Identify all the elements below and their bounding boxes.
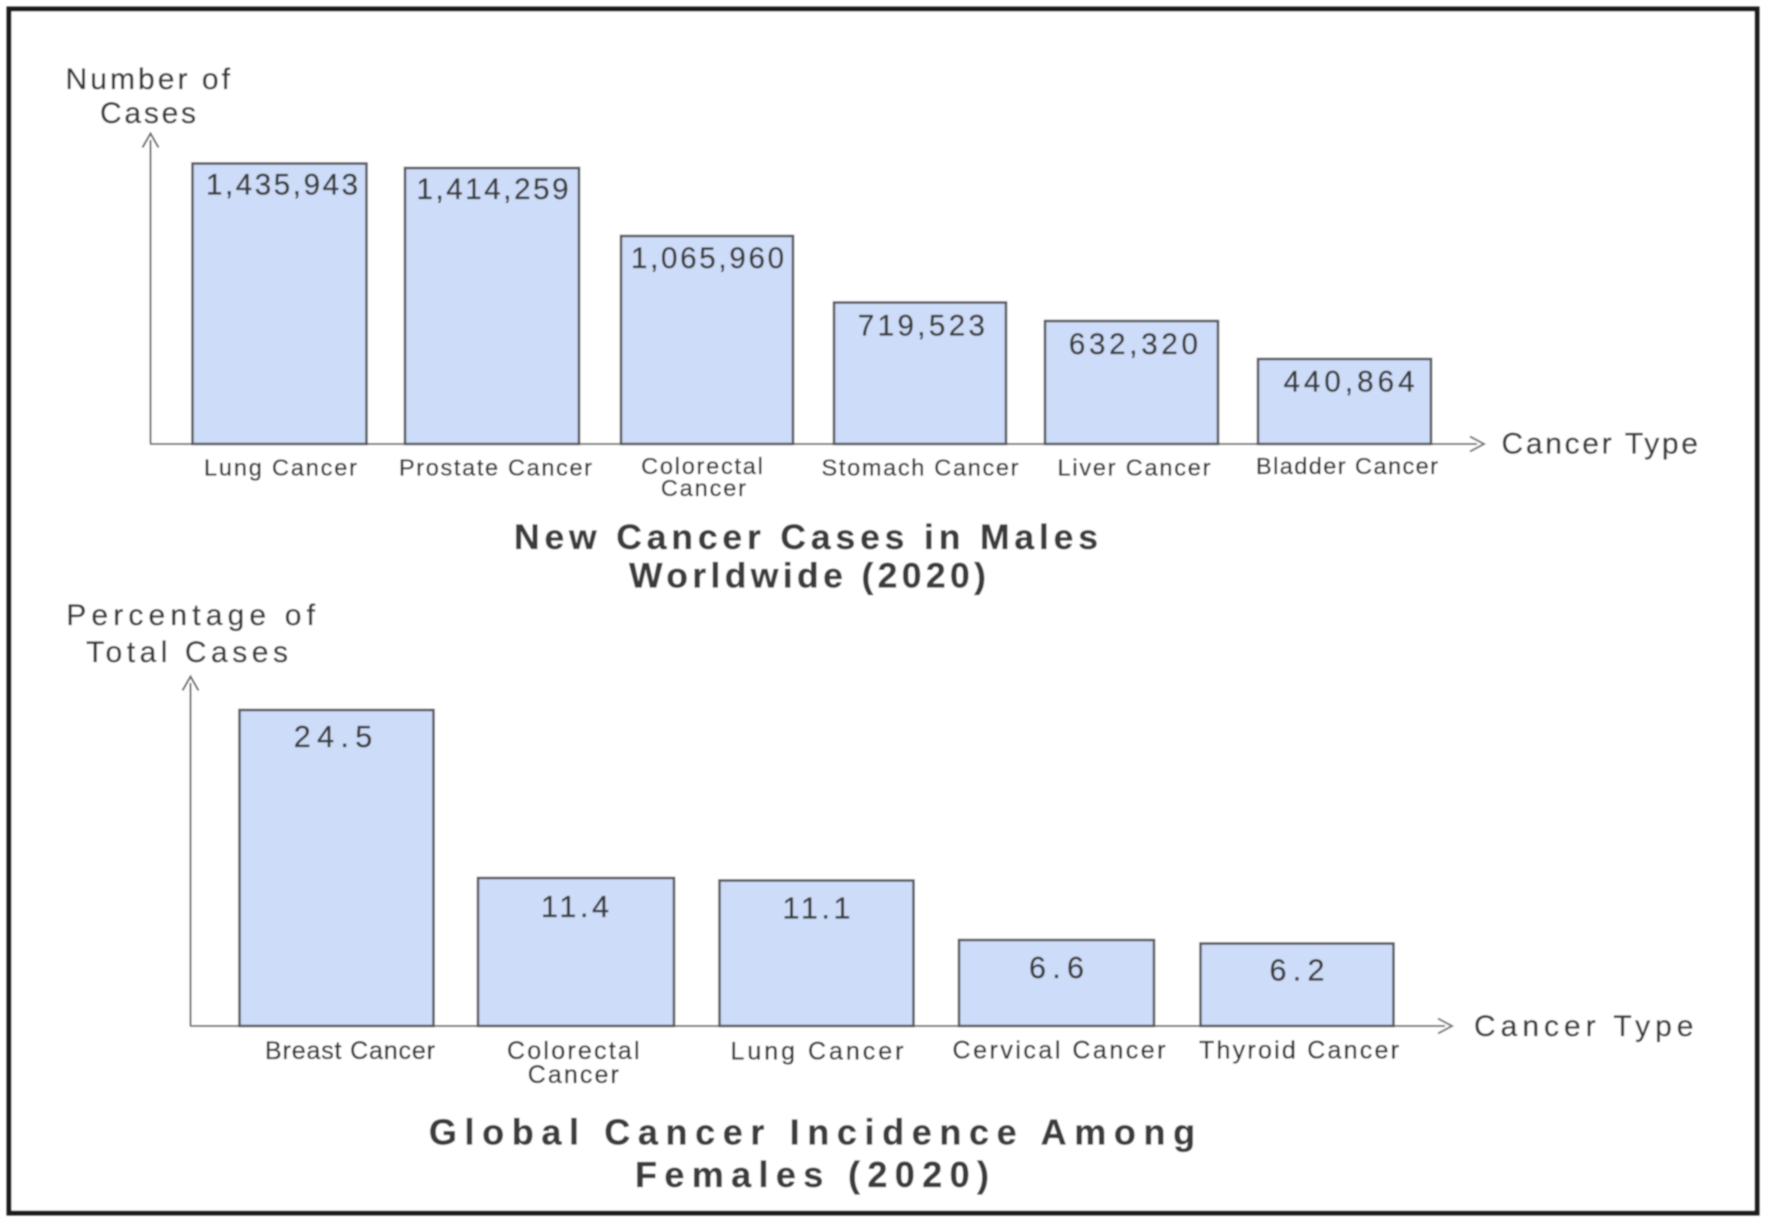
svg-text:Cancer: Cancer xyxy=(528,1061,621,1089)
svg-text:Breast Cancer: Breast Cancer xyxy=(265,1037,436,1065)
svg-text:Number of: Number of xyxy=(66,63,234,96)
svg-text:24.5: 24.5 xyxy=(294,720,379,754)
svg-text:1,065,960: 1,065,960 xyxy=(631,242,787,275)
svg-text:Cervical Cancer: Cervical Cancer xyxy=(953,1037,1168,1065)
svg-text:11.4: 11.4 xyxy=(541,890,613,924)
svg-text:1,414,259: 1,414,259 xyxy=(416,173,571,206)
svg-text:Percentage of: Percentage of xyxy=(66,599,320,632)
svg-text:Bladder Cancer: Bladder Cancer xyxy=(1256,453,1439,479)
svg-text:1,435,943: 1,435,943 xyxy=(206,169,361,202)
svg-text:Colorectal: Colorectal xyxy=(507,1037,642,1065)
svg-text:New Cancer Cases in Males: New Cancer Cases in Males xyxy=(514,517,1103,557)
svg-text:Colorectal: Colorectal xyxy=(641,453,764,479)
svg-text:Stomach Cancer: Stomach Cancer xyxy=(822,455,1021,481)
svg-text:Global Cancer Incidence Among: Global Cancer Incidence Among xyxy=(429,1112,1203,1153)
svg-text:6.6: 6.6 xyxy=(1029,951,1090,985)
svg-text:632,320: 632,320 xyxy=(1069,328,1202,361)
svg-text:Lung Cancer: Lung Cancer xyxy=(204,455,359,481)
svg-text:Cases: Cases xyxy=(100,97,199,130)
svg-text:11.1: 11.1 xyxy=(783,892,855,926)
svg-text:Total Cases: Total Cases xyxy=(86,636,293,669)
svg-text:Worldwide (2020): Worldwide (2020) xyxy=(629,556,990,596)
svg-text:Liver Cancer: Liver Cancer xyxy=(1057,455,1212,481)
svg-text:Prostate Cancer: Prostate Cancer xyxy=(399,455,594,481)
svg-text:Females (2020): Females (2020) xyxy=(635,1154,996,1195)
svg-text:Cancer Type: Cancer Type xyxy=(1502,428,1701,461)
svg-text:440,864: 440,864 xyxy=(1283,366,1418,399)
svg-text:Cancer: Cancer xyxy=(661,475,748,501)
svg-text:6.2: 6.2 xyxy=(1269,954,1330,988)
svg-text:Thyroid Cancer: Thyroid Cancer xyxy=(1199,1037,1401,1065)
svg-text:Lung Cancer: Lung Cancer xyxy=(731,1038,907,1066)
svg-text:719,523: 719,523 xyxy=(858,310,988,343)
svg-text:Cancer Type: Cancer Type xyxy=(1474,1010,1698,1043)
